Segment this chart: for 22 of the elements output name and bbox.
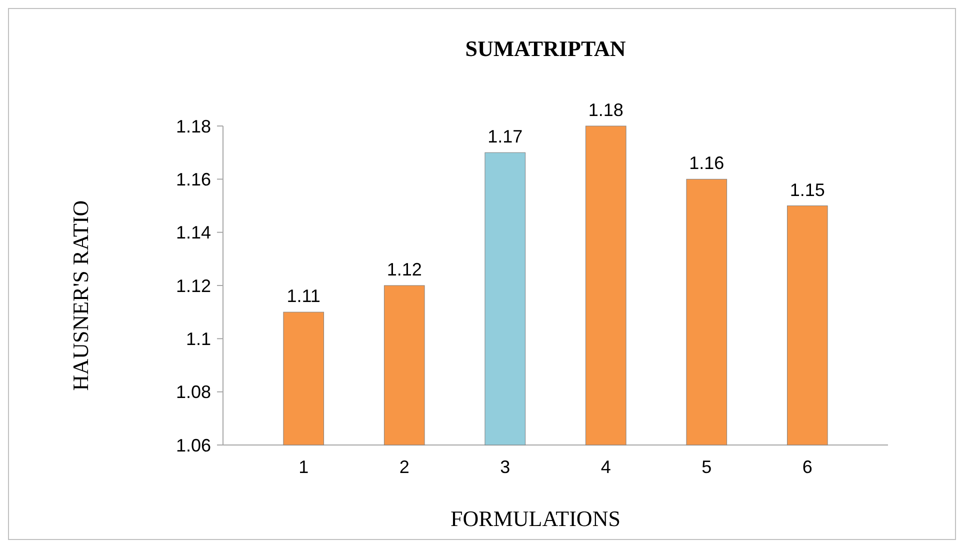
y-axis-title: HAUSNER'S RATIO [68, 200, 93, 391]
y-tick-label: 1.16 [176, 169, 211, 190]
chart-title: SUMATRIPTAN [465, 36, 626, 61]
data-label: 1.11 [286, 286, 320, 306]
x-axis-title: FORMULATIONS [450, 506, 620, 531]
data-label: 1.16 [689, 153, 724, 174]
y-tick-label: 1.14 [176, 222, 211, 243]
y-tick-label: 1.06 [176, 435, 211, 456]
data-label: 1.17 [488, 126, 523, 147]
x-tick-label: 1 [298, 457, 309, 477]
x-tick-label: 3 [500, 457, 510, 477]
x-tick-label: 5 [702, 457, 712, 477]
x-tick-label: 2 [399, 457, 410, 477]
data-label: 1.15 [790, 180, 825, 200]
y-tick-label: 1.08 [176, 382, 211, 402]
data-label: 1.18 [588, 100, 624, 120]
x-tick-label: 4 [600, 457, 611, 477]
data-label: 1.12 [386, 260, 422, 280]
x-tick-label: 6 [802, 457, 812, 477]
y-tick-label: 1.18 [176, 116, 211, 136]
y-tick-label: 1.1 [186, 328, 211, 349]
y-tick-label: 1.12 [176, 276, 211, 296]
